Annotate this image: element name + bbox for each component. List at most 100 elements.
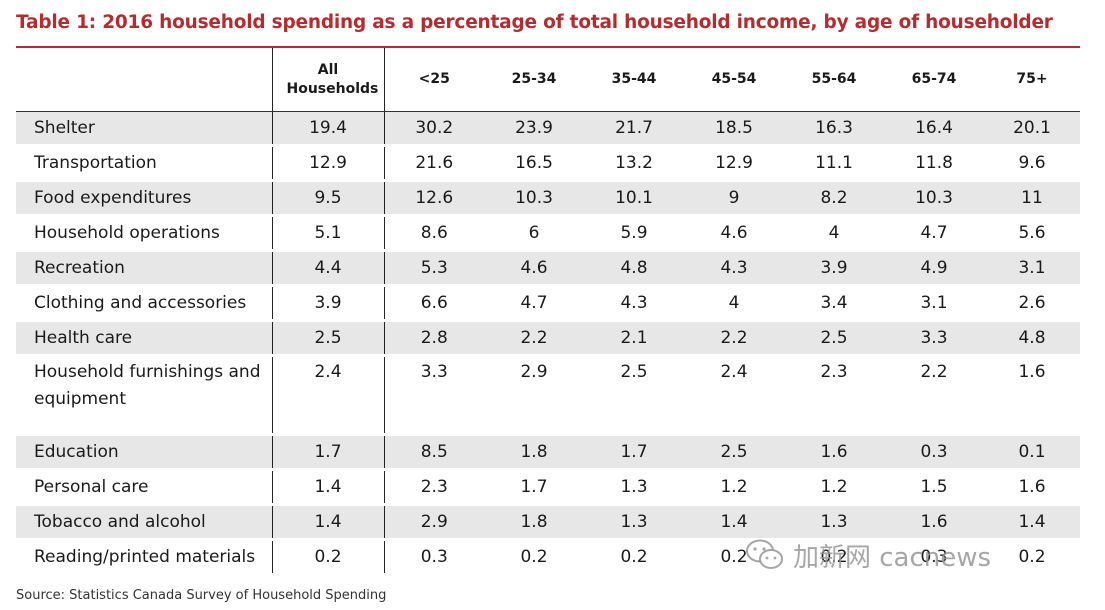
table-cell: 5.6 [984, 214, 1080, 251]
table-cell: 4.7 [884, 214, 984, 251]
table-row: Reading/printed materials 0.2 0.3 0.2 0.2 0.2… [16, 538, 1080, 573]
column-header: 55-64 [784, 48, 884, 112]
table-cell: 2.4 [684, 354, 784, 435]
table-cell: 12.9 [684, 144, 784, 181]
table-cell: 4 [684, 284, 784, 321]
header-row: All Households <25 25-34 35-44 45-54 55-64 65-… [16, 48, 1080, 112]
row-label: Shelter [16, 111, 272, 146]
table-cell: 1.3 [584, 503, 684, 540]
table-cell: 1.2 [684, 468, 784, 505]
row-label: Transportation [16, 144, 272, 181]
table-cell: 2.1 [584, 319, 684, 356]
table-cell: 4.8 [584, 249, 684, 286]
column-header: 25-34 [484, 48, 584, 112]
table-cell: 3.9 [271, 284, 385, 321]
table-row: Shelter 19.4 30.2 23.9 21.7 18.5 16.3 16.4 20.1 [16, 111, 1080, 146]
table-cell: 8.2 [784, 179, 884, 216]
table-cell: 2.4 [271, 354, 385, 435]
table-cell: 3.3 [884, 319, 984, 356]
table-cell: 2.2 [484, 319, 584, 356]
table-cell: 9.6 [984, 144, 1080, 181]
table-cell: 2.5 [684, 433, 784, 470]
table-cell: 1.5 [884, 468, 984, 505]
table-cell: 1.7 [271, 433, 385, 470]
table-cell: 1.3 [584, 468, 684, 505]
table-cell: 10.1 [584, 179, 684, 216]
table-row: Transportation 12.9 21.6 16.5 13.2 12.9 11.1 11… [16, 144, 1080, 181]
table-cell: 21.7 [584, 111, 684, 146]
table-cell: 10.3 [484, 179, 584, 216]
table-cell: 1.6 [784, 433, 884, 470]
table-cell: 8.6 [384, 214, 484, 251]
row-label: Food expenditures [16, 179, 272, 216]
table-cell: 13.2 [584, 144, 684, 181]
row-label: Household operations [16, 214, 272, 251]
table-cell: 4.3 [584, 284, 684, 321]
row-label: Reading/printed materials [16, 538, 272, 573]
table-cell: 1.7 [584, 433, 684, 470]
table-cell: 2.2 [684, 319, 784, 356]
table-cell: 2.9 [484, 354, 584, 435]
table-cell: 10.3 [884, 179, 984, 216]
table-cell: 0.2 [584, 538, 684, 573]
table-cell: 11.1 [784, 144, 884, 181]
watermark-text: 加新网 cacnews [793, 542, 992, 573]
table-cell: 1.4 [684, 503, 784, 540]
table-cell: 1.3 [784, 503, 884, 540]
table-cell: 4.9 [884, 249, 984, 286]
table-cell: 5.1 [271, 214, 385, 251]
table-cell: 2.6 [984, 284, 1080, 321]
table-cell: 4.3 [684, 249, 784, 286]
table-cell: 1.4 [271, 468, 385, 505]
table-cell: 0.3 [384, 538, 484, 573]
table-cell: 4 [784, 214, 884, 251]
watermark: 加新网 cacnews [745, 533, 1080, 577]
table-cell: 12.9 [271, 144, 385, 181]
column-header: 75+ [984, 48, 1080, 112]
table-cell: 20.1 [984, 111, 1080, 146]
table-cell: 11.8 [884, 144, 984, 181]
source-note: Source: Statistics Canada Survey of Hous… [16, 588, 387, 603]
table-cell: 11 [984, 179, 1080, 216]
table-cell: 1.6 [884, 503, 984, 540]
table-row: Clothing and accessories 3.9 6.6 4.7 4.3 4 3.4… [16, 284, 1080, 321]
table-cell: 3.1 [984, 249, 1080, 286]
table-row: Education 1.7 8.5 1.8 1.7 2.5 1.6 0.3 0.1 [16, 433, 1080, 470]
column-header: 65-74 [884, 48, 984, 112]
table-cell: 0.2 [784, 538, 884, 573]
table-cell: 19.4 [271, 111, 385, 146]
table-cell: 3.3 [384, 354, 484, 435]
row-label: Personal care [16, 468, 272, 505]
table-cell: 16.5 [484, 144, 584, 181]
table-cell: 2.9 [384, 503, 484, 540]
table-cell: 9 [684, 179, 784, 216]
table-cell: 23.9 [484, 111, 584, 146]
table-cell: 21.6 [384, 144, 484, 181]
table-row: Health care 2.5 2.8 2.2 2.1 2.2 2.5 3.3 4.8 [16, 319, 1080, 356]
table-cell: 1.7 [484, 468, 584, 505]
column-header-category [16, 48, 272, 112]
table-cell: 3.9 [784, 249, 884, 286]
spending-table: All Households <25 25-34 35-44 45-54 55-64 65-… [16, 48, 1080, 573]
table-cell: 3.1 [884, 284, 984, 321]
table-row: Recreation 4.4 5.3 4.6 4.8 4.3 3.9 4.9 3.1 [16, 249, 1080, 286]
row-label: Education [16, 433, 272, 470]
table-cell: 1.4 [984, 503, 1080, 540]
column-header: 45-54 [684, 48, 784, 112]
table-cell: 2.2 [884, 354, 984, 435]
table-cell: 0.2 [484, 538, 584, 573]
table-title: Table 1: 2016 household spending as a pe… [16, 12, 1053, 33]
table-cell: 2.5 [584, 354, 684, 435]
table-cell: 4.6 [684, 214, 784, 251]
table-cell: 0.2 [984, 538, 1080, 573]
table-cell: 2.5 [271, 319, 385, 356]
table-cell: 16.4 [884, 111, 984, 146]
table-cell: 6 [484, 214, 584, 251]
row-label: Clothing and accessories [16, 284, 272, 321]
table-body: Shelter 19.4 30.2 23.9 21.7 18.5 16.3 16.4 20.1 T… [16, 111, 1080, 573]
row-label: Household furnishings and equipment [16, 354, 272, 435]
table-cell: 3.4 [784, 284, 884, 321]
table-cell: 0.3 [884, 538, 984, 573]
table-cell: 4.6 [484, 249, 584, 286]
table-cell: 1.2 [784, 468, 884, 505]
